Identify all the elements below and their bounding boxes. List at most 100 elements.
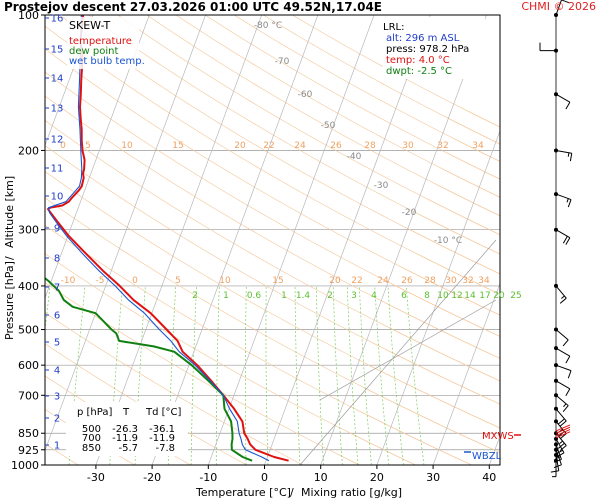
mixing-ratio-line xyxy=(190,285,197,465)
dry-adiabat xyxy=(234,15,500,162)
theta-label: 20 xyxy=(329,276,341,286)
theta-label: 26 xyxy=(330,141,342,151)
legend-title: SKEW-T xyxy=(69,19,111,32)
wind-barb xyxy=(554,436,565,458)
wind-barb xyxy=(553,447,562,469)
wind-barb-feather xyxy=(561,0,570,4)
dry-adiabat xyxy=(175,15,500,198)
theta-label: 10 xyxy=(121,141,133,151)
wind-barb-max xyxy=(555,426,571,434)
isotherm-line xyxy=(45,15,206,452)
theta-label: 15 xyxy=(272,276,283,286)
mixing-ratio-line xyxy=(332,285,343,465)
mixing-ratio-label: 12 xyxy=(451,291,462,301)
plot-frame xyxy=(44,14,501,466)
mixing-ratio-label: 17 xyxy=(479,291,490,301)
x-tick-label: 10 xyxy=(314,471,328,484)
alt-tick-label: 12 xyxy=(51,135,64,146)
x-axis-title: Temperature [°C] / Mixing ratio [g/kg] xyxy=(195,486,402,499)
isotherm-line xyxy=(95,15,263,465)
mixing-ratio-line xyxy=(215,285,220,465)
theta-label: 20 xyxy=(234,141,246,151)
isotherm-label: -70 xyxy=(275,57,290,67)
alt-tick-label: 9 xyxy=(54,224,60,235)
isotherm-label: -60 xyxy=(298,90,313,100)
alt-tick-label: 13 xyxy=(51,104,64,115)
mixing-ratio-line xyxy=(346,285,359,465)
p-tick-label: 700 xyxy=(18,389,39,402)
theta-label: 22 xyxy=(263,141,274,151)
mixing-ratio-label: 1.4 xyxy=(296,291,311,301)
table-cell: -11.9 xyxy=(112,433,138,444)
mixing-ratio-line xyxy=(405,285,425,465)
isotherm-line xyxy=(45,15,94,147)
table-cell: -5.7 xyxy=(118,443,138,454)
mixing-ratio-line xyxy=(387,285,404,465)
wind-barb xyxy=(554,227,571,245)
wind-barb-feather xyxy=(559,433,567,440)
dry-adiabat xyxy=(45,170,500,429)
isotherm-label: -40 xyxy=(347,152,362,162)
y-axis-title: Pressure [hPa] / Altitude [km] xyxy=(3,176,16,340)
profile-temperature xyxy=(47,15,289,462)
mixing-ratio-label: 2 xyxy=(192,291,198,301)
theta-label: 34 xyxy=(478,276,490,286)
p-tick-label: 850 xyxy=(18,427,39,440)
theta-label: 0 xyxy=(60,141,66,151)
theta-label: -5 xyxy=(96,276,105,286)
mixing-ratio-label: 0.6 xyxy=(247,291,262,301)
wind-barb xyxy=(554,393,569,413)
svg-text:/: / xyxy=(290,486,294,499)
theta-label: 5 xyxy=(175,276,181,286)
level-data-table: p [hPa] T Td [°C] 500 -26.3 -36.1 700 -1… xyxy=(66,402,188,456)
isotherm-label: -10 °C xyxy=(434,236,462,246)
theta-label: 32 xyxy=(462,276,473,286)
legend-temperature: temperature xyxy=(69,36,132,47)
wind-barb-max xyxy=(555,431,571,439)
lrl-info-box: LRL: alt: 296 m ASL press: 978.2 hPa tem… xyxy=(383,17,485,79)
theta-label: 22 xyxy=(351,276,362,286)
lrl-label: LRL: xyxy=(383,22,404,33)
theta-label: 15 xyxy=(172,141,183,151)
legend: SKEW-T temperature dew point wet bulb te… xyxy=(67,17,145,69)
p-tick-label: 1000 xyxy=(11,459,39,472)
theta-label: 26 xyxy=(401,276,413,286)
alt-tick-label: 14 xyxy=(51,74,64,85)
dry-adiabat xyxy=(45,343,247,465)
table-cell: -36.1 xyxy=(149,424,175,435)
dry-adiabat xyxy=(45,48,500,316)
isotherm-line xyxy=(376,129,500,465)
wind-barb-staff xyxy=(555,93,571,103)
alt-tick-label: 11 xyxy=(51,164,64,175)
dry-adiabat xyxy=(45,71,500,337)
wind-barb-staff xyxy=(555,438,565,454)
table-cell: -7.8 xyxy=(155,443,175,454)
alt-tick-label: 10 xyxy=(51,192,64,203)
mixing-ratio-label: 14 xyxy=(464,291,476,301)
mixing-ratio-line xyxy=(358,285,372,465)
wind-barb-feather xyxy=(567,199,572,208)
mixing-ratio-label: 25 xyxy=(510,291,521,301)
dry-adiabat xyxy=(88,15,500,255)
wind-barb-staff xyxy=(555,329,569,341)
wind-barb xyxy=(554,283,567,304)
table-cell: 500 xyxy=(82,424,101,435)
wind-barb xyxy=(554,346,571,364)
isotherm-label: -30 xyxy=(374,181,389,191)
mixing-ratio-line xyxy=(374,285,390,465)
isotherm-line xyxy=(264,15,431,465)
mixing-ratio-line xyxy=(265,285,269,465)
x-tick-label: -30 xyxy=(87,471,105,484)
wind-barb-staff xyxy=(555,408,567,422)
reference-line xyxy=(299,239,497,465)
theta-label: 0 xyxy=(132,276,138,286)
wind-barb xyxy=(554,431,567,452)
isotherm-label: -80 °C xyxy=(254,21,282,31)
profile-dew-point xyxy=(45,276,253,462)
wind-barb xyxy=(554,192,572,208)
wind-barb-max xyxy=(555,424,571,432)
y-axis-label: Pressure [hPa] xyxy=(3,261,16,340)
alt-tick-label: 4 xyxy=(54,366,60,377)
p-tick-label: 300 xyxy=(18,224,39,237)
